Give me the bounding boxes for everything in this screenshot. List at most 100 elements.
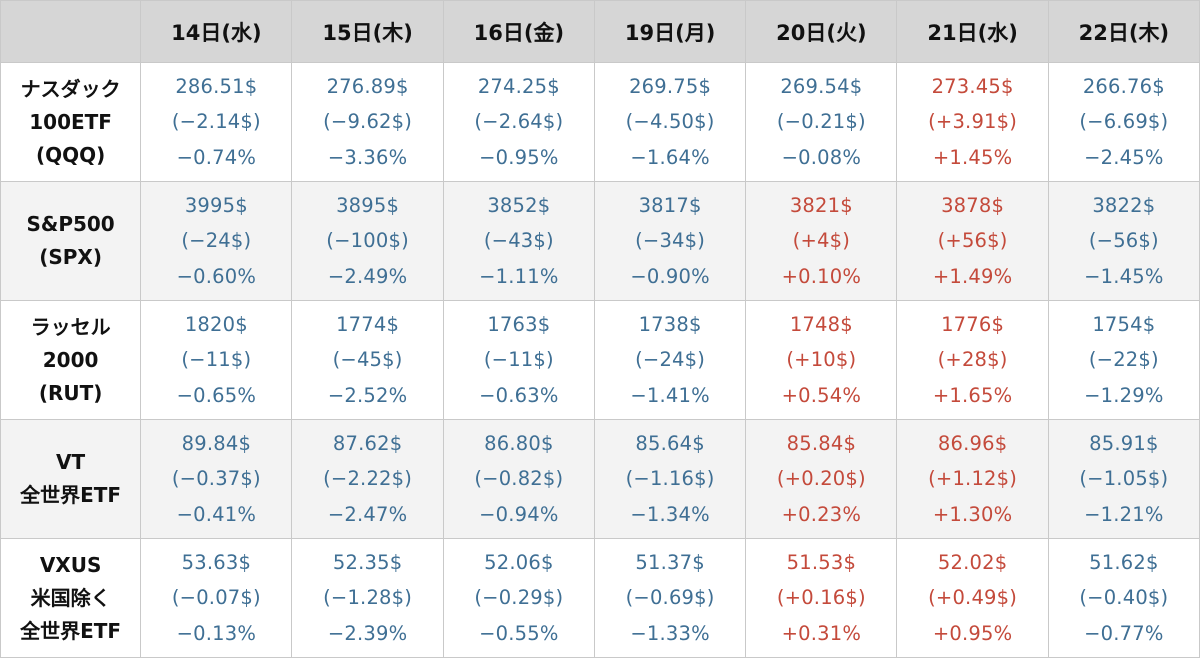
row-label-line: 米国除く bbox=[30, 585, 111, 610]
price-value: 269.75$ bbox=[629, 74, 712, 98]
price-value: 85.91$ bbox=[1089, 431, 1159, 455]
percent-value: +0.23% bbox=[781, 502, 862, 526]
table-row: S&P500 (SPX) 3995$ (−24$) −0.60% 3895$ (−100$)… bbox=[0, 181, 1200, 301]
table-body: ナスダック 100ETF (QQQ) 286.51$ (−2.14$) −0.74% 276… bbox=[0, 62, 1200, 658]
row-label-line: (QQQ) bbox=[35, 142, 106, 167]
price-cell: 85.64$ (−1.16$) −1.34% bbox=[593, 419, 747, 539]
change-value: (−1.28$) bbox=[323, 586, 413, 610]
percent-value: −0.41% bbox=[176, 502, 257, 526]
price-cell: 3895$ (−100$) −2.49% bbox=[291, 181, 444, 301]
row-label-line: VT bbox=[56, 450, 86, 474]
row-label: ラッセル 2000 (RUT) bbox=[0, 300, 142, 420]
percent-value: −0.55% bbox=[479, 621, 559, 645]
change-value: (−2.22$) bbox=[323, 467, 413, 491]
price-value: 52.35$ bbox=[332, 550, 403, 574]
row-label: VXUS 米国除く 全世界ETF bbox=[0, 538, 142, 658]
row-label-line: 100ETF bbox=[29, 109, 112, 134]
price-cell: 276.89$ (−9.62$) −3.36% bbox=[291, 62, 444, 182]
change-value: (−0.29$) bbox=[474, 586, 564, 610]
price-value: 86.96$ bbox=[937, 431, 1008, 455]
percent-value: −2.47% bbox=[327, 502, 408, 526]
price-value: 3817$ bbox=[638, 193, 702, 217]
price-value: 3878$ bbox=[941, 193, 1005, 217]
price-cell: 87.62$ (−2.22$) −2.47% bbox=[291, 419, 444, 539]
percent-value: −1.29% bbox=[1084, 383, 1164, 407]
percent-value: −0.74% bbox=[176, 145, 257, 169]
change-value: (+0.16$) bbox=[776, 586, 866, 610]
price-cell: 86.80$ (−0.82$) −0.94% bbox=[442, 419, 595, 539]
percent-value: −1.64% bbox=[630, 145, 710, 169]
price-value: 87.62$ bbox=[332, 431, 403, 455]
price-cell: 85.91$ (−1.05$) −1.21% bbox=[1047, 419, 1200, 539]
price-value: 3822$ bbox=[1092, 193, 1156, 217]
change-value: (+3.91$) bbox=[928, 110, 1018, 134]
price-value: 1738$ bbox=[638, 312, 702, 336]
percent-value: +0.10% bbox=[781, 264, 862, 288]
price-value: 3821$ bbox=[789, 193, 853, 217]
price-value: 276.89$ bbox=[326, 74, 409, 98]
change-value: (−0.40$) bbox=[1079, 586, 1169, 610]
row-label-line: (SPX) bbox=[39, 245, 102, 269]
price-value: 3995$ bbox=[184, 193, 248, 217]
row-label: S&P500 (SPX) bbox=[0, 181, 142, 301]
price-value: 1748$ bbox=[789, 312, 853, 336]
price-value: 3895$ bbox=[336, 193, 400, 217]
price-value: 1774$ bbox=[336, 312, 400, 336]
price-value: 51.62$ bbox=[1089, 550, 1159, 574]
price-cell: 52.35$ (−1.28$) −2.39% bbox=[291, 538, 444, 658]
price-value: 86.80$ bbox=[484, 431, 554, 455]
change-value: (−56$) bbox=[1088, 229, 1159, 253]
price-value: 269.54$ bbox=[780, 74, 863, 98]
change-value: (−2.64$) bbox=[474, 110, 564, 134]
table-row: ラッセル 2000 (RUT) 1820$ (−11$) −0.65% 1774$ (−45$… bbox=[0, 300, 1200, 420]
header-corner bbox=[0, 0, 142, 63]
change-value: (−6.69$) bbox=[1079, 110, 1169, 134]
change-value: (−0.37$) bbox=[171, 467, 261, 491]
price-value: 1763$ bbox=[487, 312, 551, 336]
price-cell: 1774$ (−45$) −2.52% bbox=[291, 300, 444, 420]
change-value: (−0.07$) bbox=[171, 586, 261, 610]
change-value: (−1.05$) bbox=[1079, 467, 1169, 491]
percent-value: −0.95% bbox=[479, 145, 559, 169]
percent-value: −0.08% bbox=[781, 145, 862, 169]
price-cell: 1738$ (−24$) −1.41% bbox=[593, 300, 747, 420]
change-value: (−100$) bbox=[326, 229, 409, 253]
price-value: 85.64$ bbox=[635, 431, 705, 455]
header-day: 16日(金) bbox=[442, 0, 595, 63]
percent-value: −0.13% bbox=[176, 621, 257, 645]
price-cell: 3817$ (−34$) −0.90% bbox=[593, 181, 747, 301]
row-label-line: 全世界ETF bbox=[20, 483, 122, 507]
price-value: 1776$ bbox=[941, 312, 1005, 336]
price-value: 51.37$ bbox=[635, 550, 705, 574]
price-cell: 1754$ (−22$) −1.29% bbox=[1047, 300, 1200, 420]
percent-value: −1.34% bbox=[630, 502, 710, 526]
row-label-line: ラッセル bbox=[30, 314, 111, 339]
percent-value: +1.45% bbox=[932, 145, 1013, 169]
price-cell: 85.84$ (+0.20$) +0.23% bbox=[745, 419, 898, 539]
price-value: 85.84$ bbox=[786, 431, 857, 455]
change-value: (−2.14$) bbox=[171, 110, 261, 134]
row-label-line: 2000 bbox=[42, 347, 99, 372]
table-row: VT 全世界ETF 89.84$ (−0.37$) −0.41% 87.62$ (−2.22… bbox=[0, 419, 1200, 539]
percent-value: −1.45% bbox=[1084, 264, 1164, 288]
change-value: (−34$) bbox=[635, 229, 706, 253]
change-value: (+10$) bbox=[786, 348, 857, 372]
header-day: 22日(木) bbox=[1047, 0, 1200, 63]
change-value: (−0.69$) bbox=[625, 586, 715, 610]
row-label: VT 全世界ETF bbox=[0, 419, 142, 539]
price-value: 266.76$ bbox=[1082, 74, 1165, 98]
header-day: 15日(木) bbox=[291, 0, 444, 63]
price-cell: 1820$ (−11$) −0.65% bbox=[140, 300, 293, 420]
row-label: ナスダック 100ETF (QQQ) bbox=[0, 62, 142, 182]
price-cell: 3995$ (−24$) −0.60% bbox=[140, 181, 293, 301]
price-cell: 3878$ (+56$) +1.49% bbox=[896, 181, 1049, 301]
price-cell: 274.25$ (−2.64$) −0.95% bbox=[442, 62, 595, 182]
change-value: (−11$) bbox=[483, 348, 554, 372]
change-value: (−0.21$) bbox=[776, 110, 866, 134]
change-value: (−0.82$) bbox=[474, 467, 564, 491]
table-row: ナスダック 100ETF (QQQ) 286.51$ (−2.14$) −0.74% 276… bbox=[0, 62, 1200, 182]
percent-value: +0.31% bbox=[781, 621, 862, 645]
change-value: (−4.50$) bbox=[625, 110, 715, 134]
change-value: (−24$) bbox=[635, 348, 706, 372]
change-value: (−45$) bbox=[332, 348, 403, 372]
